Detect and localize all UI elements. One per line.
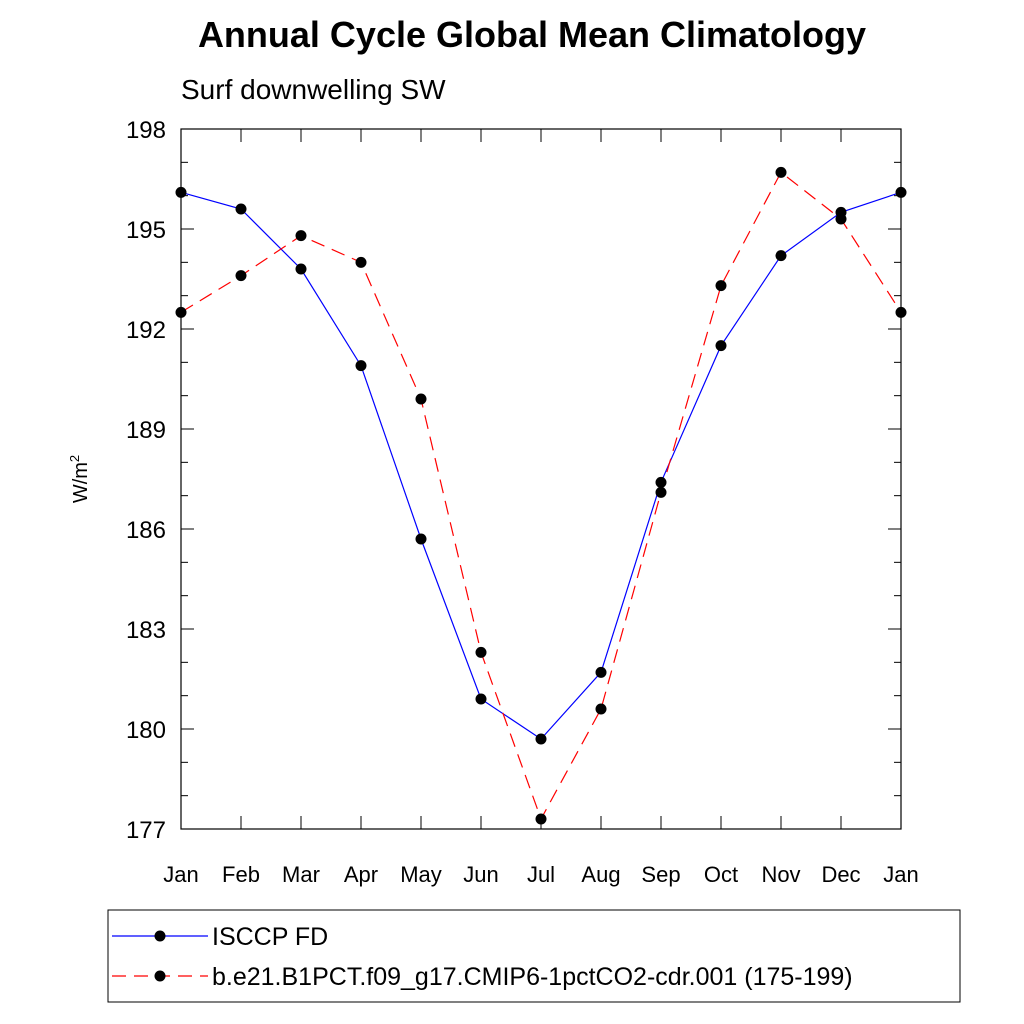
data-point-series-1 — [655, 476, 667, 488]
chart-title: Annual Cycle Global Mean Climatology — [198, 14, 866, 55]
data-point-series-1 — [595, 666, 607, 678]
data-point-series-2 — [775, 166, 787, 178]
x-tick-label: Apr — [344, 862, 378, 887]
x-tick-label: Jul — [527, 862, 555, 887]
legend: ISCCP FD b.e21.B1PCT.f09_g17.CMIP6-1pctCO… — [107, 909, 961, 1003]
data-point-series-1 — [715, 340, 727, 352]
y-tick-label: 186 — [126, 517, 166, 544]
data-point-series-1 — [415, 533, 427, 545]
data-point-series-1 — [175, 186, 187, 198]
data-point-series-1 — [895, 186, 907, 198]
chart-subtitle: Surf downwelling SW — [181, 74, 446, 105]
data-point-series-2 — [535, 813, 547, 825]
y-axis-label: W/m2 — [67, 455, 92, 503]
legend-label-2: b.e21.B1PCT.f09_g17.CMIP6-1pctCO2-cdr.00… — [212, 963, 853, 991]
series-layer — [175, 166, 907, 825]
data-point-series-1 — [295, 263, 307, 275]
data-point-series-2 — [835, 213, 847, 225]
axes: Jan Feb Mar Apr May Jun Jul Aug Sep Oct Nov Dec Jan 1… — [126, 117, 919, 887]
y-axis-label-superscript: 2 — [67, 455, 82, 462]
data-point-series-2 — [715, 280, 727, 292]
data-point-series-1 — [775, 250, 787, 262]
data-point-series-1 — [355, 360, 367, 372]
y-tick-label: 180 — [126, 717, 166, 744]
x-tick-label: May — [400, 862, 442, 887]
y-tick-label: 198 — [126, 117, 166, 144]
data-point-series-2 — [655, 486, 667, 498]
data-point-series-2 — [415, 393, 427, 405]
x-tick-label: Feb — [222, 862, 260, 887]
legend-box — [107, 909, 961, 1003]
y-tick-label: 189 — [126, 417, 166, 444]
legend-marker-2 — [154, 970, 166, 982]
data-point-series-1 — [235, 203, 247, 215]
y-tick-label: 177 — [126, 817, 166, 844]
y-tick-label: 195 — [126, 217, 166, 244]
data-point-series-2 — [595, 703, 607, 715]
series-line-2 — [180, 171, 902, 821]
x-tick-label: Oct — [704, 862, 738, 887]
y-tick-label: 183 — [126, 617, 166, 644]
x-tick-label: Jan — [883, 862, 918, 887]
data-point-series-2 — [175, 306, 187, 318]
legend-marker-1 — [154, 930, 166, 942]
data-point-series-2 — [475, 646, 487, 658]
x-tick-label: Sep — [641, 862, 680, 887]
data-point-series-2 — [235, 270, 247, 282]
data-point-series-1 — [535, 733, 547, 745]
x-tick-label: Aug — [581, 862, 620, 887]
x-tick-label: Dec — [821, 862, 860, 887]
x-tick-label: Nov — [761, 862, 800, 887]
data-point-series-1 — [475, 693, 487, 705]
data-point-series-2 — [355, 256, 367, 268]
y-axis-label-text: W/m — [70, 462, 92, 503]
series-line-1 — [180, 191, 902, 740]
y-tick-label: 192 — [126, 317, 166, 344]
data-point-series-2 — [295, 230, 307, 242]
data-point-series-2 — [895, 306, 907, 318]
x-tick-label: Jun — [463, 862, 498, 887]
legend-label-1: ISCCP FD — [212, 923, 328, 951]
plot-area-frame — [180, 128, 902, 830]
x-tick-label: Jan — [163, 862, 198, 887]
x-tick-label: Mar — [282, 862, 320, 887]
